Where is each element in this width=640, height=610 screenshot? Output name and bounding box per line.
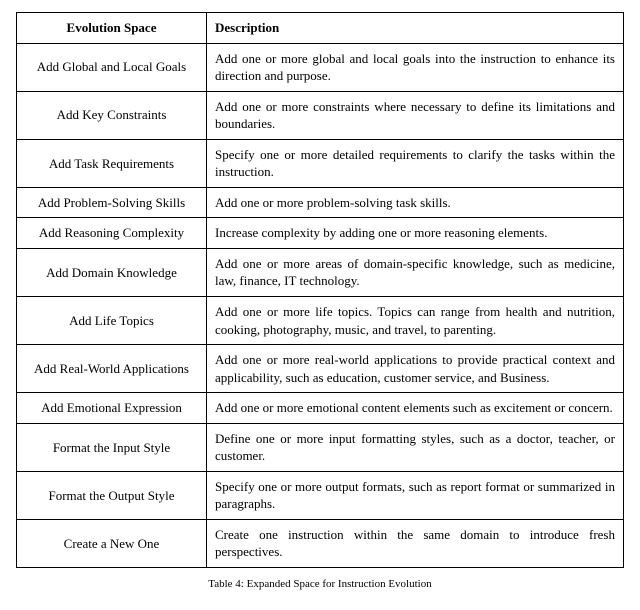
page: Evolution Space Description Add Global a… [0,0,640,610]
table-row: Format the Output Style Specify one or m… [17,471,624,519]
evolution-space-cell: Add Problem-Solving Skills [17,187,207,218]
table-row: Add Key Constraints Add one or more cons… [17,91,624,139]
description-cell: Specify one or more detailed requirement… [207,139,624,187]
evolution-space-cell: Add Real-World Applications [17,345,207,393]
evolution-space-cell: Add Global and Local Goals [17,43,207,91]
description-cell: Add one or more real-world applications … [207,345,624,393]
description-cell: Add one or more life topics. Topics can … [207,297,624,345]
table-row: Format the Input Style Define one or mor… [17,423,624,471]
table-row: Add Global and Local Goals Add one or mo… [17,43,624,91]
description-cell: Add one or more problem-solving task ski… [207,187,624,218]
table-row: Add Problem-Solving Skills Add one or mo… [17,187,624,218]
table-body: Add Global and Local Goals Add one or mo… [17,43,624,567]
table-row: Add Life Topics Add one or more life top… [17,297,624,345]
description-cell: Add one or more global and local goals i… [207,43,624,91]
evolution-space-cell: Add Key Constraints [17,91,207,139]
evolution-space-cell: Create a New One [17,519,207,567]
evolution-space-table: Evolution Space Description Add Global a… [16,12,624,568]
table-row: Create a New One Create one instruction … [17,519,624,567]
col-header-description: Description [207,13,624,44]
evolution-space-cell: Add Domain Knowledge [17,248,207,296]
evolution-space-cell: Add Emotional Expression [17,393,207,424]
table-caption: Table 4: Expanded Space for Instruction … [16,578,624,590]
evolution-space-cell: Add Task Requirements [17,139,207,187]
description-cell: Define one or more input formatting styl… [207,423,624,471]
evolution-space-cell: Format the Output Style [17,471,207,519]
table-row: Add Task Requirements Specify one or mor… [17,139,624,187]
table-row: Add Reasoning Complexity Increase comple… [17,218,624,249]
description-cell: Add one or more areas of domain-specific… [207,248,624,296]
table-row: Add Real-World Applications Add one or m… [17,345,624,393]
description-cell: Specify one or more output formats, such… [207,471,624,519]
description-cell: Create one instruction within the same d… [207,519,624,567]
description-cell: Increase complexity by adding one or mor… [207,218,624,249]
table-row: Add Domain Knowledge Add one or more are… [17,248,624,296]
evolution-space-cell: Add Life Topics [17,297,207,345]
col-header-evolution-space: Evolution Space [17,13,207,44]
table-header-row: Evolution Space Description [17,13,624,44]
description-cell: Add one or more constraints where necess… [207,91,624,139]
description-cell: Add one or more emotional content elemen… [207,393,624,424]
evolution-space-cell: Format the Input Style [17,423,207,471]
evolution-space-cell: Add Reasoning Complexity [17,218,207,249]
table-row: Add Emotional Expression Add one or more… [17,393,624,424]
